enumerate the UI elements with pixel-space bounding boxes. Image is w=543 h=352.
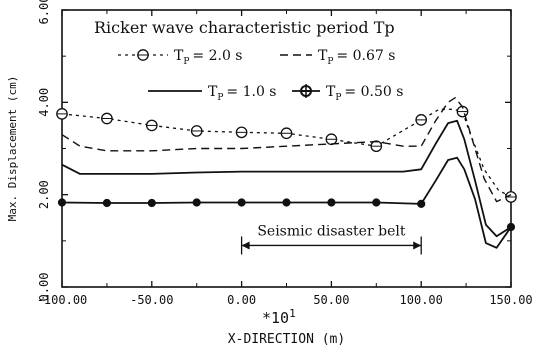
y-tick-label: 6.00 xyxy=(37,0,51,24)
series-2 xyxy=(61,119,512,238)
annotation-layer: Seismic disaster belt xyxy=(240,223,422,255)
x-tick-label: 50.00 xyxy=(313,293,349,307)
legend-entry-3: TP = 0.50 s xyxy=(292,84,403,103)
x-axis-label: X-DIRECTION (m) xyxy=(228,332,345,347)
filled-circle-marker xyxy=(147,198,156,208)
y-tick-label: 0.00 xyxy=(37,273,51,302)
legend-label: TP = 0.67 s xyxy=(318,48,395,67)
belt-label: Seismic disaster belt xyxy=(257,223,406,239)
legend: Ricker wave characteristic period Tp TP = … xyxy=(94,18,403,103)
filled-circle-marker xyxy=(417,199,426,208)
belt-left-arrowhead xyxy=(241,241,250,250)
y-tick-label: 4.00 xyxy=(37,88,51,117)
series-line xyxy=(61,108,512,198)
series-layer xyxy=(56,96,517,249)
filled-circle-marker xyxy=(237,198,246,207)
y-tick-label: 2.00 xyxy=(37,180,51,209)
series-0 xyxy=(56,105,517,203)
filled-circle-marker xyxy=(102,198,112,208)
axis-ticks: -100.00 -50.00 0.00 50.00 100.00 150.00 0.00 2.… xyxy=(37,0,533,307)
x-tick-label: 100.00 xyxy=(400,293,443,307)
x-axis-multiplier: *101 xyxy=(262,307,296,327)
filled-circle-marker xyxy=(282,198,291,207)
x-tick-label: -100.00 xyxy=(37,293,88,307)
series-3 xyxy=(57,156,516,249)
x-tick-label: 0.00 xyxy=(227,293,256,307)
legend-title: Ricker wave characteristic period Tp xyxy=(94,18,395,37)
series-line xyxy=(61,96,512,203)
legend-entry-0: TP = 2.0 s xyxy=(118,48,243,67)
belt-right-arrowhead xyxy=(413,241,422,250)
legend-label: TP = 1.0 s xyxy=(208,84,277,103)
legend-entry-1: TP = 0.67 s xyxy=(280,48,395,67)
y-axis-label: Max. Displacement (cm) xyxy=(6,76,19,222)
x-tick-label: -50.00 xyxy=(130,293,173,307)
legend-label: TP = 2.0 s xyxy=(174,48,243,67)
series-1 xyxy=(61,96,512,203)
axis-labels: X-DIRECTION (m) *101 Max. Displacement (cm… xyxy=(6,76,345,347)
x-tick-label: 150.00 xyxy=(489,293,532,307)
legend-entry-2: TP = 1.0 s xyxy=(148,84,277,103)
filled-circle-marker xyxy=(57,198,67,207)
filled-circle-marker xyxy=(506,222,516,232)
legend-label: TP = 0.50 s xyxy=(326,84,403,103)
filled-circle-marker xyxy=(327,198,336,207)
filled-circle-marker xyxy=(372,198,381,207)
series-line xyxy=(61,119,512,238)
filled-circle-marker xyxy=(192,198,201,207)
